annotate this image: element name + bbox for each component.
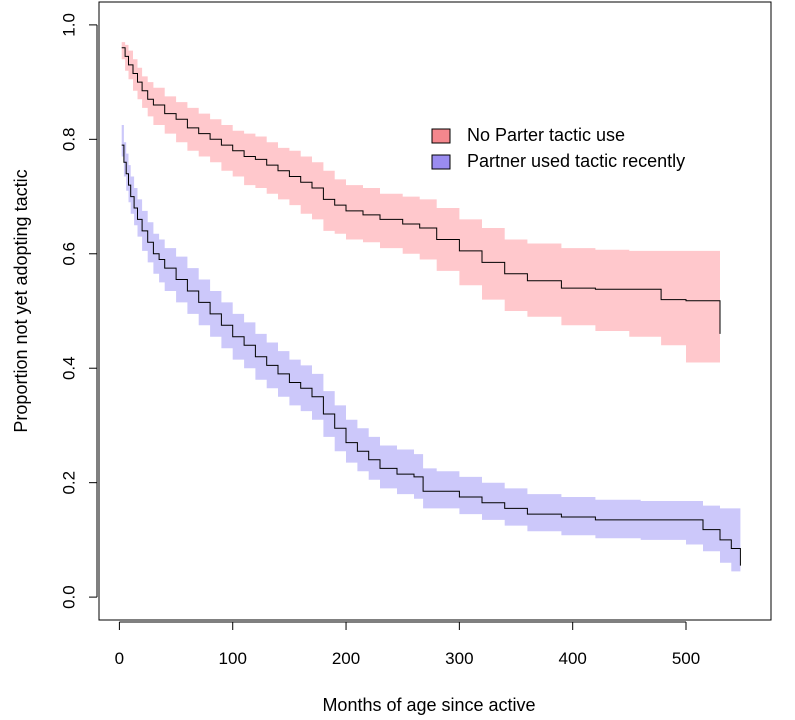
y-axis-title: Proportion not yet adopting tactic: [11, 169, 31, 432]
survival-lines: [121, 47, 741, 566]
legend-swatch: [431, 154, 451, 170]
y-tick-label: 0.2: [59, 471, 78, 495]
legend-label: Partner used tactic recently: [467, 151, 685, 171]
y-tick-label: 0.8: [60, 127, 79, 151]
x-tick-label: 100: [219, 649, 247, 668]
x-axis: 0 100 200 300 400 500: [115, 621, 700, 668]
x-axis-title: Months of age since active: [322, 695, 535, 715]
plot-frame: [98, 1, 772, 621]
legend-swatch: [431, 128, 451, 144]
x-tick-label: 400: [558, 649, 586, 668]
y-tick-label: 0.0: [59, 585, 78, 609]
legend-label: No Parter tactic use: [467, 125, 625, 145]
x-tick-label: 0: [115, 649, 124, 668]
survival-line-series-2: [121, 144, 741, 566]
y-tick-label: 0.4: [60, 356, 79, 380]
x-tick-label: 500: [672, 649, 700, 668]
legend: No Parter tactic use Partner used tactic …: [431, 125, 685, 171]
y-axis: 0.0 0.2 0.4 0.6 0.8 1.0: [59, 13, 98, 609]
x-tick-label: 200: [332, 649, 360, 668]
x-tick-label: 300: [445, 649, 473, 668]
y-tick-label: 0.6: [59, 242, 78, 266]
y-tick-label: 1.0: [59, 13, 78, 37]
survival-line-series-1: [121, 47, 721, 334]
confidence-band-series-1: [121, 42, 720, 397]
